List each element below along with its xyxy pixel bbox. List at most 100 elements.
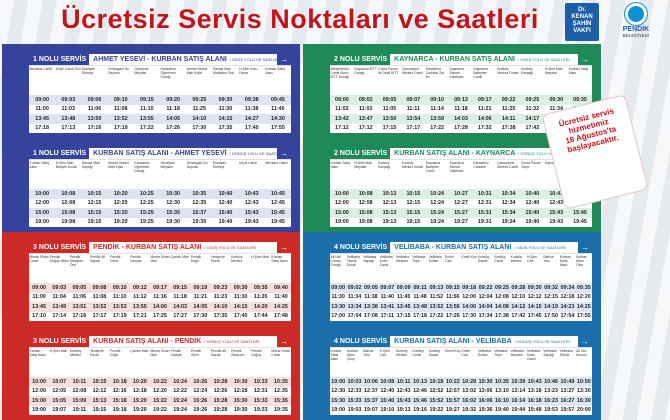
departure-time: 17:16 <box>87 125 102 132</box>
timetable-header: 1 NOLU SERVİS KURBAN SATIŞ ALANI - AHMET … <box>29 148 291 159</box>
departure-time: 17:22 <box>140 125 154 132</box>
departure-time: 15:33 <box>347 397 362 404</box>
route-label: AHMET YESEVİ - KURBAN SATIŞ ALANI <box>93 56 227 63</box>
departure-time: 19:33 <box>253 407 268 414</box>
departure-time: 12:08 <box>358 200 373 207</box>
departure-time: 17:30 <box>462 313 477 320</box>
departure-time: 09:03 <box>52 284 67 291</box>
route-label: KURBAN SATIŞ ALANI - KAYNARCA <box>394 150 516 157</box>
stop-name: Çamçeşme Merkez Camii <box>401 67 423 75</box>
departure-time: 17:18 <box>35 125 49 132</box>
departure-time: 15:45 <box>573 209 587 216</box>
return-timetable: 3 NOLU SERVİS KURBAN SATIŞ ALANI - PENDİK… <box>29 336 291 415</box>
departure-time: 15:57 <box>445 397 460 404</box>
departure-time: 17:55 <box>271 125 285 132</box>
departure-times-row: 10:00 10:03 10:06 10:08 10:11 10:13 10:18 10:22… <box>330 377 592 387</box>
departure-times-row: 15:30 15:33 15:37 15:40 15:43 15:46 15:52 15:57… <box>330 396 592 406</box>
departure-time: 12:24 <box>193 388 208 395</box>
departure-time: 17:45 <box>527 313 542 320</box>
departure-time: 19:13 <box>396 407 411 414</box>
departure-time: 19:27 <box>445 407 460 414</box>
departure-time: 09:10 <box>113 96 128 103</box>
departure-time: 10:31 <box>477 190 492 197</box>
departure-time: 10:18 <box>429 378 444 385</box>
departure-times-row: 17:18 17:13 17:16 17:19 17:22 17:26 17:30 17:35… <box>29 124 291 134</box>
departure-time: 14:03 <box>173 303 188 310</box>
service-panel-3: 3 NOLU SERVİS PENDİK - KURBAN SATIŞ ALANI… <box>2 232 300 420</box>
departure-time: 11:14 <box>430 106 444 113</box>
departure-time: 19:40 <box>218 219 233 226</box>
departure-time: 09:05 <box>72 284 87 291</box>
departure-time: 10:49 <box>560 378 575 385</box>
stop-name: Sanayi Mah Sapağı <box>81 161 100 169</box>
departure-time: 12:24 <box>430 200 445 207</box>
stop-names-row: Kurban Satış Alanı H.Şirin Mah Meydan Kurt… <box>330 159 592 189</box>
page-title: Ücretsiz Servis Noktaları ve Saatleri <box>61 4 539 34</box>
stop-name: Kurban Satış Alanı <box>330 161 351 169</box>
departure-time: 14:30 <box>271 115 285 122</box>
departure-time: 11:16 <box>153 294 167 301</box>
stop-name: Cuma Pazarı ilk Geçit İETT <box>378 67 399 75</box>
departure-time: 11:23 <box>213 294 228 301</box>
departure-time: 09:30 <box>218 96 233 103</box>
departure-time: 09:15 <box>173 284 188 291</box>
stop-name: Mevlana Camii <box>265 161 288 165</box>
stop-name: Güzelyalı Meydan <box>160 161 175 169</box>
departure-times-row: 19:00 19:03 19:07 19:10 19:13 19:16 19:22 19:27… <box>330 406 592 416</box>
departure-time: 12:13 <box>382 200 397 207</box>
departure-time: 17:18 <box>413 313 427 320</box>
departure-time: 17:11 <box>380 313 395 320</box>
stop-name: Esenyalı Ebmeyi <box>81 67 95 75</box>
departure-time: 10:24 <box>430 190 445 197</box>
stop-name: Velibaba Kuttu Camii <box>527 349 541 361</box>
departure-time: 11:02 <box>358 106 373 113</box>
stop-name: Kurban Satış Alanı <box>271 255 288 263</box>
departure-time: 10:11 <box>72 378 87 385</box>
departure-time: 11:03 <box>61 106 76 113</box>
departure-time: 10:35 <box>495 378 509 385</box>
departure-time: 19:43 <box>244 219 259 226</box>
departure-time: 09:13 <box>454 96 468 103</box>
departure-time: 09:00 <box>331 284 346 291</box>
departure-time: 19:57 <box>560 407 575 414</box>
departure-time: 17:44 <box>253 313 268 320</box>
service-number: 1 NOLU SERVİS <box>29 54 90 65</box>
stop-name: Velibaba Teknik Durak <box>346 255 360 267</box>
stop-name: Yenişehir Pazar <box>89 349 104 357</box>
departure-time: 10:15 <box>87 190 102 197</box>
stop-name: Kurtköy Merkez Durak <box>401 161 424 169</box>
stop-name: Velibaba Meydan <box>510 349 524 357</box>
departure-time: 17:17 <box>92 313 107 320</box>
stop-names-row: Mevlana Camii Keçili Camii Önü Esenyalı Eb… <box>29 65 291 95</box>
departure-time: 17:34 <box>478 313 493 320</box>
departure-time: 12:26 <box>213 388 228 395</box>
departure-time: 10:26 <box>193 378 208 385</box>
departure-time: 17:30 <box>193 313 208 320</box>
stop-name: Kurban Alanı Giriş <box>576 255 588 267</box>
stop-names-row: Ali Ulvi Kurucu Durağı Velibaba Teknik Du… <box>330 253 592 283</box>
stop-name: Kurtköy Merkez <box>510 255 523 263</box>
departure-time: 12:15 <box>87 200 102 207</box>
departure-time: 15:35 <box>166 209 181 216</box>
departure-time: 19:07 <box>52 407 67 414</box>
service-number: 2 NOLU SERVİS <box>330 54 391 65</box>
departure-time: 12:35 <box>192 200 207 207</box>
return-timetable: 4 NOLU SERVİS KURBAN SATIŞ ALANI - VELİBA… <box>330 336 592 415</box>
departure-time: 17:22 <box>429 313 444 320</box>
departure-times-row: 09:00 09:02 09:05 09:07 09:10 09:13 09:17 09:22… <box>330 95 592 105</box>
departure-time: 15:30 <box>331 397 346 404</box>
departure-times-row: 19:00 19:08 19:13 19:15 19:24 19:27 19:31 19:34… <box>330 218 592 228</box>
departure-time: 13:56 <box>445 303 460 310</box>
stop-name: Kurtköy Sapak <box>477 255 490 263</box>
departure-time: 17:35 <box>213 313 228 320</box>
departure-time: 14:10 <box>213 303 228 310</box>
timetable-header: 3 NOLU SERVİS KURBAN SATIŞ ALANI - PENDİK… <box>29 336 291 347</box>
departure-time: 13:42 <box>335 115 349 122</box>
departure-time: 12:45 <box>271 200 285 207</box>
departure-time: 10:08 <box>61 190 76 197</box>
departure-time: 09:02 <box>347 284 362 291</box>
departure-times-row: 13:45 13:48 13:50 13:52 13:55 14:05 14:10 14:15… <box>29 114 291 124</box>
departure-times-row: 11:00 11:04 11:06 11:08 11:10 11:12 11:16 11:18… <box>29 293 291 303</box>
departure-time: 09:17 <box>153 284 167 291</box>
departure-time: 09:22 <box>501 96 516 103</box>
